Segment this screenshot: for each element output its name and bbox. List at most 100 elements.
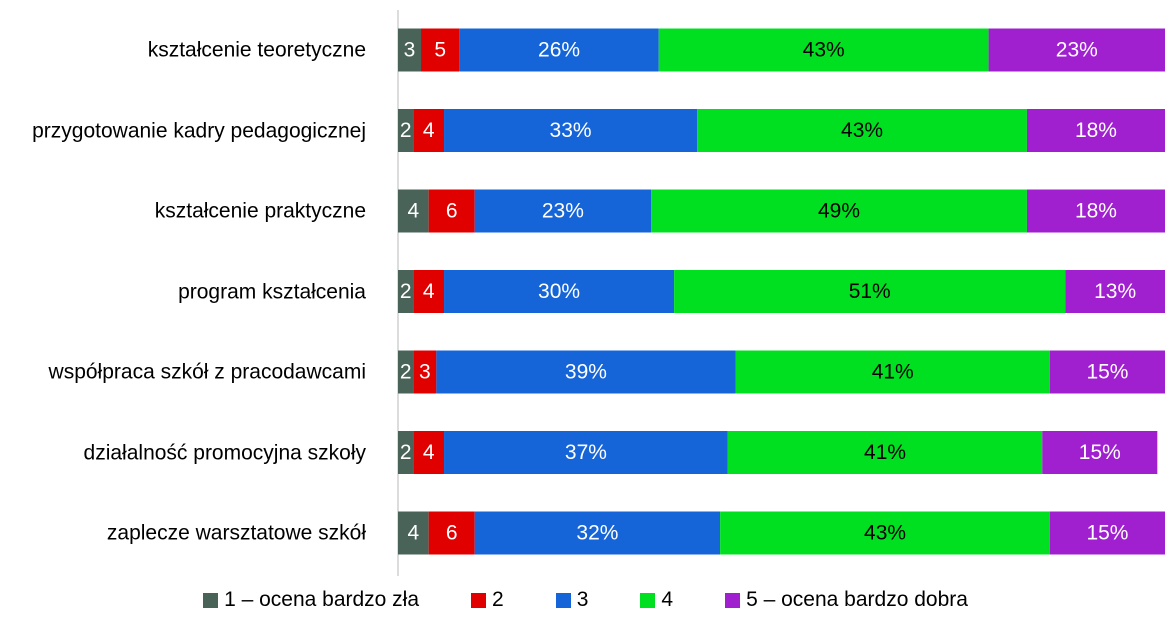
bar-segment <box>697 109 1027 152</box>
data-label: 2 <box>400 441 412 464</box>
legend-swatch <box>203 592 219 608</box>
data-label: 4 <box>423 441 435 464</box>
bar-segment <box>398 511 429 555</box>
category-label: kształcenie praktyczne <box>4 196 366 227</box>
bar-segment <box>474 511 721 555</box>
category-label: przygotowanie kadry pedagogicznej <box>4 115 366 146</box>
category-text: przygotowanie kadry pedagogicznej <box>32 119 366 142</box>
legend-swatch <box>555 592 571 608</box>
legend-swatch <box>725 592 741 608</box>
data-label: 3 <box>419 361 431 384</box>
bar-segment <box>720 511 1050 555</box>
data-label: 51% <box>849 280 891 303</box>
legend-item: 4 <box>640 588 673 612</box>
bar-segment <box>1049 511 1165 555</box>
data-label: 13% <box>1094 280 1136 303</box>
data-label: 30% <box>538 280 580 303</box>
bar-segment <box>444 270 675 313</box>
bar-segment <box>444 431 728 474</box>
category-text: program kształcenia <box>178 280 366 303</box>
bar-segment <box>398 28 422 72</box>
data-label: 6 <box>446 200 458 223</box>
bar-segment <box>988 28 1165 72</box>
bar-segment <box>398 431 414 474</box>
category-label: kształcenie teoretyczne <box>4 35 366 66</box>
bar-segment <box>421 28 460 72</box>
data-label: 41% <box>872 361 914 384</box>
data-label: 15% <box>1086 361 1128 384</box>
legend-swatch <box>471 592 487 608</box>
legend-item: 3 <box>555 588 589 612</box>
data-label: 43% <box>803 39 845 62</box>
category-label: zaplecze warsztatowe szkół <box>4 518 366 549</box>
data-label: 4 <box>423 119 435 142</box>
data-label: 39% <box>565 361 607 384</box>
legend-label: 3 <box>576 588 589 611</box>
legend-label: 5 – ocena bardzo dobra <box>746 588 968 611</box>
bar-segment <box>398 109 414 152</box>
legend-label: 4 <box>661 588 674 611</box>
bar-segment <box>735 350 1050 394</box>
data-label: 4 <box>407 200 419 223</box>
category-text: kształcenie teoretyczne <box>147 38 366 62</box>
bar-segment <box>1065 270 1165 313</box>
data-label: 32% <box>576 522 618 545</box>
data-label: 49% <box>818 200 860 223</box>
category-text: współpraca szkół z pracodawcami <box>48 360 366 384</box>
legend-item: 5 – ocena bardzo dobra <box>725 588 968 612</box>
bar-segment <box>1026 189 1165 233</box>
bar-segment <box>413 431 445 474</box>
category-label: program kształcenia <box>4 276 366 307</box>
bar-segment <box>398 189 429 233</box>
legend-swatch <box>640 592 656 608</box>
data-label: 43% <box>864 522 906 545</box>
category-text: zaplecze warsztatowe szkół <box>106 521 366 545</box>
legend-label: 1 – ocena bardzo zła <box>224 588 420 611</box>
data-label: 4 <box>407 522 419 545</box>
legend-item: 2 <box>471 588 504 612</box>
data-label: 43% <box>841 119 883 142</box>
data-label: 3 <box>404 39 416 62</box>
data-label: 2 <box>400 280 412 303</box>
data-label: 5 <box>434 39 446 62</box>
category-label: współpraca szkół z pracodawcami <box>4 357 366 388</box>
legend-item: 1 – ocena bardzo zła <box>203 588 419 612</box>
data-label: 2 <box>400 119 412 142</box>
bar-segment <box>658 28 989 72</box>
data-label: 4 <box>423 280 435 303</box>
legend: 1 – ocena bardzo zła 2 3 4 5 – ocena bardzo … <box>0 588 1171 612</box>
data-label: 15% <box>1086 522 1128 545</box>
bar-segment <box>674 270 1066 313</box>
data-label: 15% <box>1079 441 1121 464</box>
category-text: działalność promocyjna szkoły <box>83 441 366 464</box>
bar-segment <box>413 109 445 152</box>
category-label: działalność promocyjna szkoły <box>4 437 366 468</box>
bar-segment <box>459 28 659 72</box>
bar-segment <box>413 270 445 313</box>
data-label: 23% <box>1056 39 1098 62</box>
legend-label: 2 <box>492 588 504 611</box>
bar-segment <box>1026 109 1165 152</box>
data-label: 2 <box>400 361 412 384</box>
bar-segment <box>1042 431 1158 474</box>
bar-segment <box>651 189 1027 233</box>
data-label: 37% <box>565 441 607 464</box>
category-text: kształcenie praktyczne <box>154 199 366 223</box>
bar-segment <box>398 350 414 394</box>
bar-segment <box>474 189 652 233</box>
bar-segment <box>428 189 475 233</box>
data-label: 18% <box>1075 119 1117 142</box>
bar-segment <box>436 350 736 394</box>
data-label: 23% <box>542 200 584 223</box>
data-label: 18% <box>1075 200 1117 223</box>
bar-segment <box>398 270 414 313</box>
bar-segment <box>413 350 437 394</box>
data-label: 41% <box>864 441 906 464</box>
data-label: 26% <box>538 39 580 62</box>
bar-segment <box>444 109 698 152</box>
bar-segment <box>727 431 1043 474</box>
bar-segment <box>428 511 475 555</box>
data-label: 33% <box>550 119 592 142</box>
